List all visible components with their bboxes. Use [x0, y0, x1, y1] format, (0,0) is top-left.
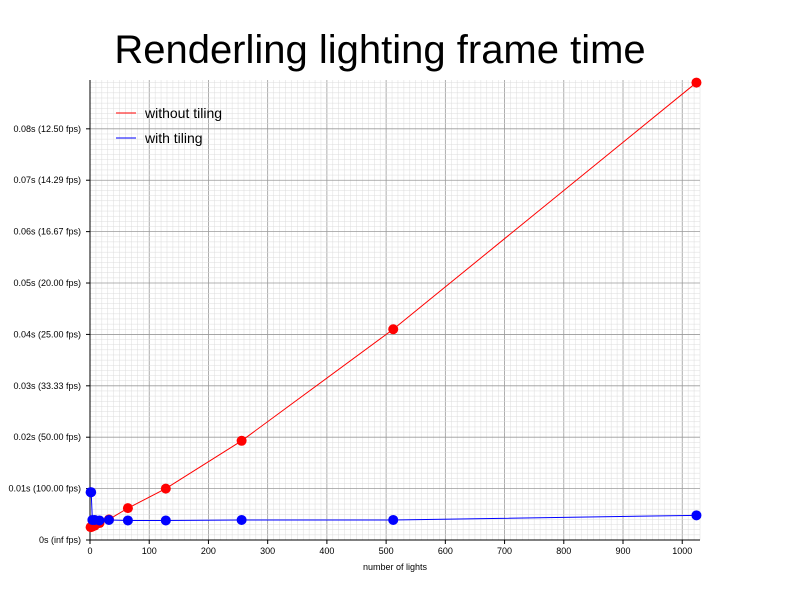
legend-label: with tiling — [144, 130, 203, 146]
grid — [89, 80, 701, 541]
y-tick-label: 0.07s (14.29 fps) — [13, 175, 81, 185]
x-tick-label: 100 — [142, 546, 157, 556]
data-point-with-tiling — [388, 514, 399, 525]
data-point-without-tiling — [160, 483, 171, 494]
y-tick-label: 0.04s (25.00 fps) — [13, 329, 81, 339]
data-point-with-tiling — [86, 487, 97, 498]
y-tick-label: 0.05s (20.00 fps) — [13, 278, 81, 288]
data-point-with-tiling — [691, 510, 702, 521]
series-layer — [85, 77, 702, 533]
x-tick-label: 500 — [379, 546, 394, 556]
x-tick-label: 400 — [319, 546, 334, 556]
legend-label: without tiling — [144, 105, 222, 121]
x-tick-label: 0 — [87, 546, 92, 556]
x-tick-label: 800 — [556, 546, 571, 556]
y-tick-label: 0.06s (16.67 fps) — [13, 227, 81, 237]
data-point-with-tiling — [103, 514, 114, 525]
x-tick-label: 600 — [438, 546, 453, 556]
x-tick-label: 300 — [260, 546, 275, 556]
x-tick-label: 700 — [497, 546, 512, 556]
chart-title: Renderling lighting frame time — [114, 28, 646, 72]
y-tick-label: 0.08s (12.50 fps) — [13, 124, 81, 134]
y-tick-label: 0s (inf fps) — [39, 535, 81, 545]
axes: 0 100 200 300 400 500 600 700 800 900 1000 0s (inf … — [8, 80, 700, 556]
legend: without tiling with tiling — [116, 105, 222, 146]
data-point-without-tiling — [236, 435, 247, 446]
y-tick-label: 0.01s (100.00 fps) — [8, 484, 81, 494]
x-tick-label: 200 — [201, 546, 216, 556]
y-tick-label: 0.03s (33.33 fps) — [13, 381, 81, 391]
data-point-with-tiling — [236, 514, 247, 525]
y-tick-label: 0.02s (50.00 fps) — [13, 432, 81, 442]
data-point-without-tiling — [691, 77, 702, 88]
data-point-with-tiling — [122, 515, 133, 526]
x-tick-label: 900 — [615, 546, 630, 556]
data-point-without-tiling — [122, 503, 133, 514]
data-point-without-tiling — [388, 324, 399, 335]
x-tick-label: 1000 — [672, 546, 692, 556]
data-point-with-tiling — [160, 515, 171, 526]
x-axis-label: number of lights — [363, 562, 428, 572]
data-point-with-tiling — [94, 515, 105, 526]
